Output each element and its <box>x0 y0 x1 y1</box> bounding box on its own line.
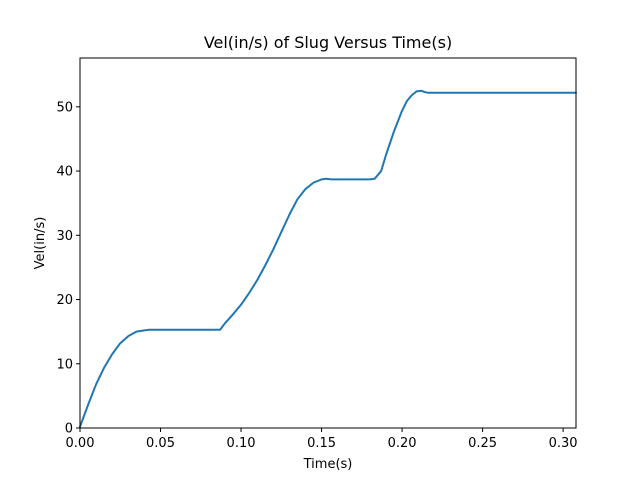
y-tick-label: 40 <box>56 165 73 180</box>
series-line-0 <box>79 89 577 428</box>
x-axis: 0.00 0.05 0.10 0.15 0.20 0.25 0.30 <box>66 428 578 451</box>
plot-area <box>79 89 577 428</box>
y-axis: 0 10 20 30 40 50 <box>56 100 80 437</box>
x-tick-label: 0.25 <box>468 436 497 451</box>
x-tick-label: 0.00 <box>66 436 95 451</box>
x-tick-label: 0.15 <box>307 436 336 451</box>
y-tick-label: 50 <box>56 100 73 115</box>
x-tick-label: 0.05 <box>146 436 175 451</box>
y-tick-label: 30 <box>56 229 73 244</box>
y-axis-label: Vel(in/s) <box>33 217 48 270</box>
x-axis-label: Time(s) <box>303 457 353 472</box>
x-tick-label: 0.30 <box>549 436 578 451</box>
x-tick-label: 0.10 <box>227 436 256 451</box>
chart-title: Vel(in/s) of Slug Versus Time(s) <box>204 33 452 52</box>
x-tick-label: 0.20 <box>388 436 417 451</box>
axes-frame <box>79 57 577 429</box>
y-tick-label: 20 <box>56 293 73 308</box>
y-tick-label: 0 <box>65 422 73 437</box>
y-tick-label: 10 <box>56 357 73 372</box>
